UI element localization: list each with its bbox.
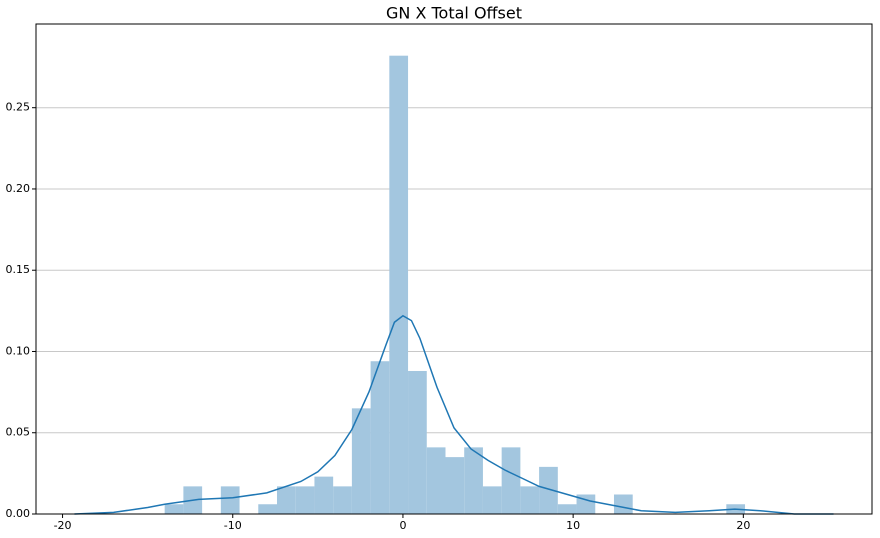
bar — [276, 486, 296, 514]
y-tick-label: 0.25 — [6, 101, 31, 114]
bar — [539, 466, 558, 514]
chart-title: GN X Total Offset — [386, 4, 522, 23]
bar — [164, 504, 184, 514]
bar — [520, 486, 540, 514]
bar — [389, 55, 409, 515]
x-tick-label: 10 — [566, 519, 580, 532]
x-tick-label: 20 — [736, 519, 750, 532]
bar — [333, 486, 352, 514]
bar — [482, 486, 502, 514]
bar — [220, 486, 240, 514]
bar — [314, 476, 334, 514]
y-tick-label: 0.00 — [6, 507, 31, 520]
y-tick-label: 0.20 — [6, 182, 31, 195]
bar — [613, 494, 633, 514]
bar — [576, 494, 596, 514]
bar — [370, 361, 390, 514]
bar — [351, 408, 371, 514]
bar — [557, 504, 577, 514]
plot-frame — [35, 23, 873, 515]
x-tick-label: -10 — [224, 519, 242, 532]
bar — [426, 447, 446, 514]
x-tick-label: 0 — [399, 519, 406, 532]
bar — [408, 370, 427, 514]
kde-line — [74, 314, 834, 515]
y-tick-label: 0.15 — [6, 263, 31, 276]
bar — [295, 486, 315, 514]
x-tick-label: -20 — [54, 519, 72, 532]
bar — [445, 457, 465, 514]
bar — [501, 447, 521, 514]
bar — [464, 447, 483, 514]
y-tick-label: 0.05 — [6, 426, 31, 439]
y-tick-label: 0.10 — [6, 344, 31, 357]
bar — [258, 504, 277, 514]
